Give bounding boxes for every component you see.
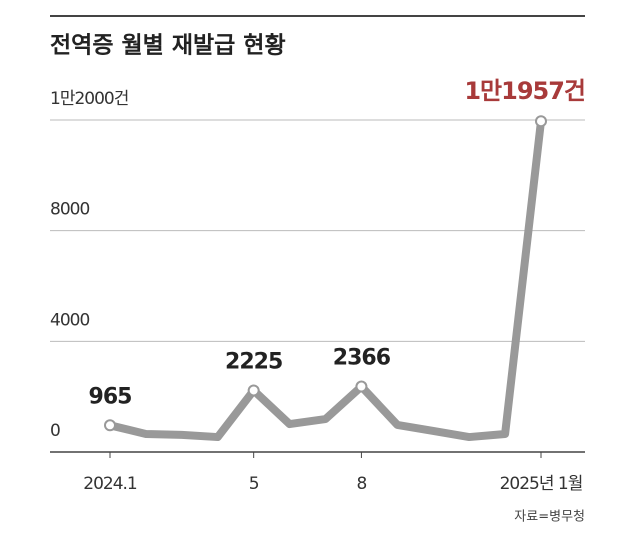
x-tick-label: 2024.1 — [83, 474, 137, 494]
y-tick-label: 0 — [50, 421, 60, 441]
data-label: 2366 — [333, 346, 391, 371]
y-tick-label: 4000 — [50, 310, 89, 330]
data-label: 965 — [89, 384, 132, 409]
y-tick-label: 8000 — [50, 200, 89, 220]
data-line — [106, 117, 545, 442]
data-point — [535, 115, 547, 128]
x-tick-label: 8 — [357, 474, 367, 494]
y-tick-label: 1만2000건 — [50, 89, 128, 109]
data-point — [247, 384, 260, 397]
x-tick-label: 2025년 1월 — [500, 474, 583, 494]
source: 자료=병무청 — [514, 510, 585, 525]
data-point — [355, 380, 368, 393]
data-label: 2225 — [225, 349, 282, 374]
data-point — [104, 419, 116, 432]
data-label: 1만1957건 — [464, 77, 585, 105]
chart-title: 전역증 월별 재발급 현황 — [50, 33, 286, 59]
x-tick-label: 5 — [249, 474, 259, 494]
